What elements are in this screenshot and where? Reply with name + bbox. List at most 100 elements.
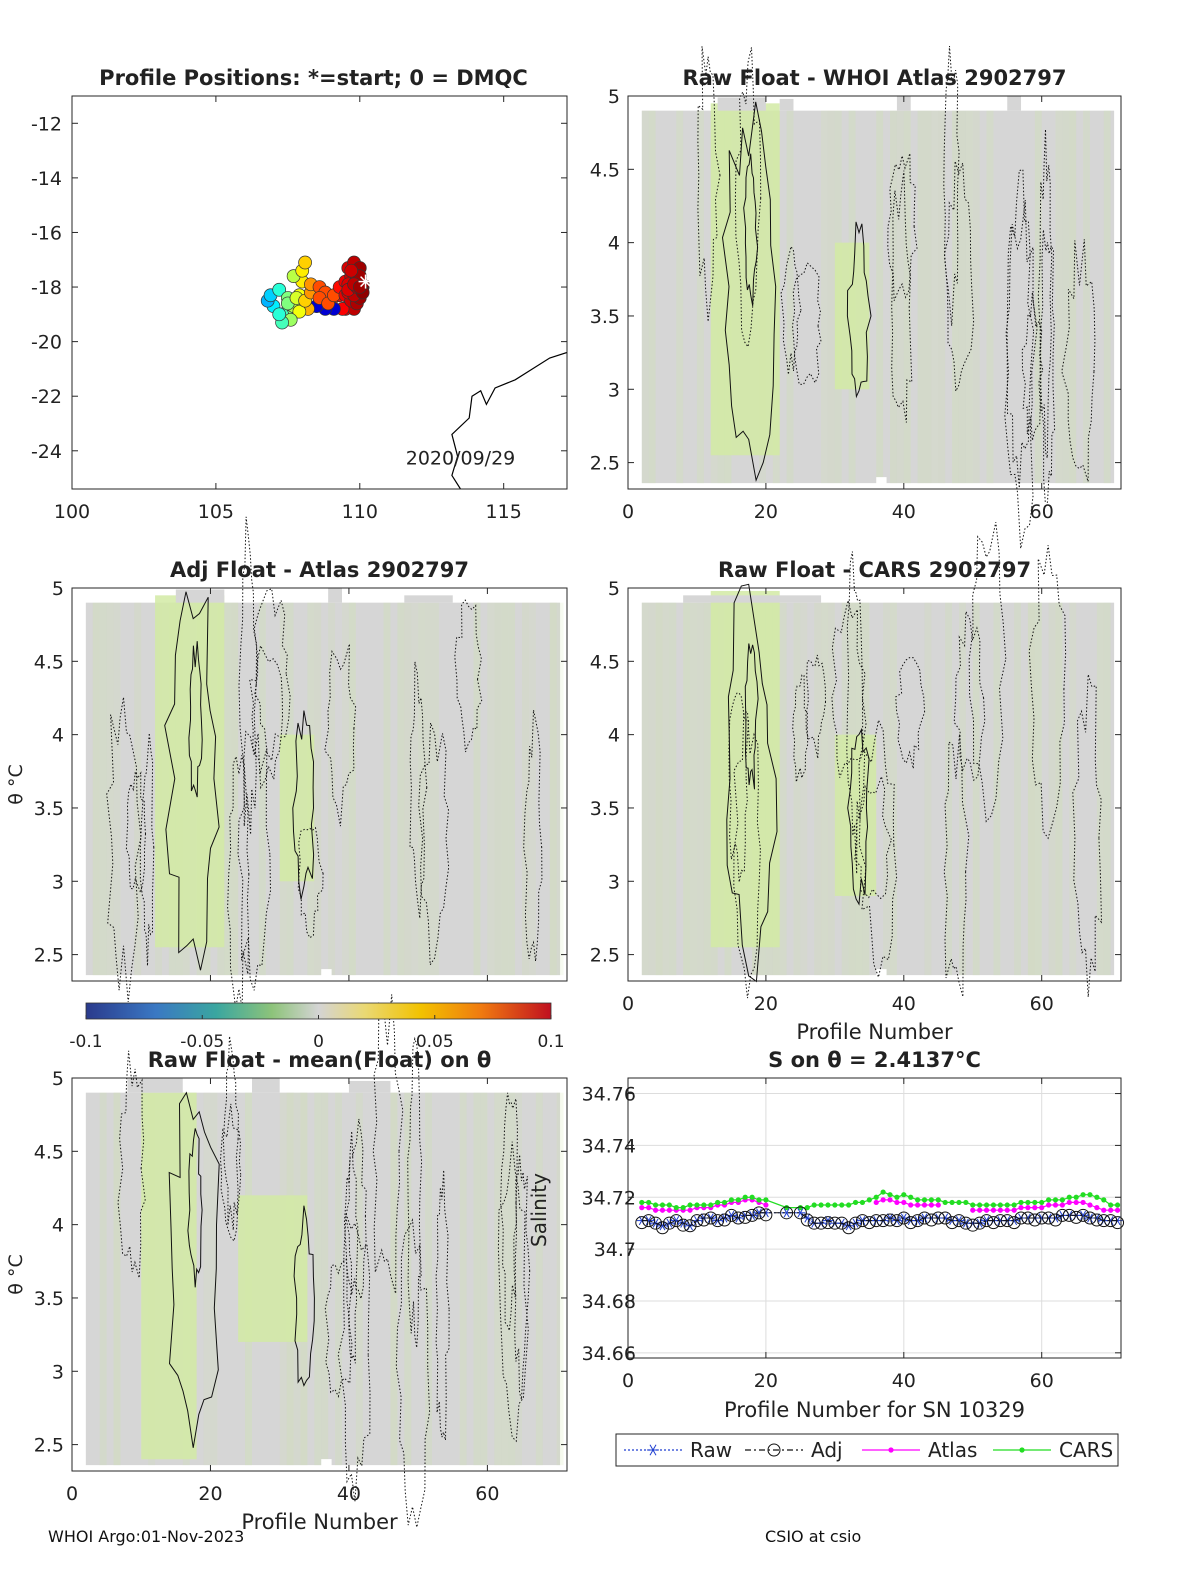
- heatmap-column: [99, 602, 107, 976]
- heatmap-column: [425, 1092, 432, 1466]
- profile-position-point: [344, 263, 359, 278]
- y-tick-label: 34.76: [582, 1084, 636, 1106]
- contour-negative: [1004, 199, 1038, 549]
- point-adj: [835, 1216, 849, 1230]
- heatmap-column: [549, 602, 557, 976]
- y-tick-label: 4: [52, 1215, 64, 1237]
- point-cars: [997, 1202, 1003, 1208]
- point-adj: [676, 1218, 690, 1232]
- point-adj: [642, 1214, 656, 1228]
- adj-atlas-axes: [71, 587, 568, 982]
- point-adj: [897, 1211, 911, 1225]
- heatmap-column: [210, 1092, 218, 1466]
- heatmap-column: [696, 602, 704, 976]
- heatmap-positive-band: [238, 1195, 308, 1342]
- point-cars: [956, 1199, 962, 1206]
- point-raw: [912, 1216, 923, 1226]
- heatmap-column: [231, 602, 239, 976]
- heatmap-column: [528, 602, 536, 976]
- heatmap-column: [800, 602, 808, 976]
- contour-positive: [743, 153, 759, 306]
- heatmap-column: [473, 1092, 481, 1466]
- contour-negative: [418, 722, 450, 967]
- y-tick-label: 4.5: [590, 651, 620, 673]
- x-tick-label: 40: [337, 1483, 361, 1505]
- adj-atlas-ylabel: θ °C: [5, 764, 27, 804]
- y-tick-label: -18: [31, 277, 62, 299]
- heatmap-column: [648, 110, 656, 484]
- point-atlas: [1066, 1199, 1072, 1206]
- point-cars: [866, 1197, 872, 1203]
- heatmap-column: [342, 602, 349, 976]
- point-adj: [973, 1216, 987, 1230]
- heatmap-column: [952, 110, 959, 484]
- heatmap-column: [931, 110, 939, 484]
- heatmap-column: [1069, 602, 1077, 976]
- x-tick-label: 20: [198, 1483, 222, 1505]
- point-adj: [1000, 1214, 1014, 1228]
- heatmap-column: [669, 602, 677, 976]
- x-tick-label: 60: [1030, 993, 1054, 1015]
- colorbar-tick-label: 0.1: [537, 1032, 564, 1052]
- point-atlas: [1004, 1207, 1010, 1213]
- heatmap-column: [786, 110, 794, 484]
- heatmap-column: [903, 110, 911, 484]
- point-cars: [687, 1202, 693, 1208]
- contour-negative: [139, 733, 155, 966]
- point-cars: [811, 1202, 817, 1208]
- y-tick-label: 3: [608, 379, 620, 401]
- point-atlas: [1039, 1205, 1045, 1211]
- point-atlas: [921, 1202, 928, 1208]
- contour-negative: [249, 644, 284, 790]
- y-tick-label: 34.7: [594, 1239, 636, 1261]
- heatmap-column: [113, 602, 121, 976]
- point-adj: [759, 1208, 773, 1222]
- colorbar-tick-label: -0.05: [180, 1032, 224, 1052]
- heatmap-column: [958, 602, 966, 976]
- colorbar-tick-label: 0: [313, 1032, 324, 1052]
- point-cars: [701, 1202, 707, 1208]
- point-adj: [828, 1216, 842, 1230]
- raw-whoi-title: Raw Float - WHOI Atlas 2902797: [682, 66, 1066, 90]
- point-cars: [666, 1202, 672, 1208]
- point-atlas: [901, 1199, 907, 1206]
- contour-negative: [497, 1141, 529, 1443]
- salinity-axes: [627, 1077, 1122, 1359]
- contour-negative: [805, 654, 827, 759]
- point-cars: [1025, 1199, 1031, 1206]
- x-tick-label: 0: [66, 1483, 78, 1505]
- point-atlas: [1087, 1202, 1093, 1208]
- point-adj: [876, 1214, 890, 1228]
- point-adj: [1090, 1213, 1104, 1227]
- contour-positive: [292, 710, 315, 900]
- y-tick-label: 2.5: [590, 453, 620, 475]
- point-adj: [862, 1216, 876, 1230]
- point-cars: [901, 1192, 907, 1198]
- contour-negative: [409, 661, 428, 919]
- contour-negative: [324, 643, 357, 827]
- heatmap-column: [328, 602, 336, 976]
- point-adj: [1014, 1211, 1028, 1225]
- profile-position-point: [298, 255, 312, 270]
- heatmap-top-step: [252, 1078, 280, 1093]
- y-tick-label: -12: [31, 113, 62, 135]
- heatmap-column: [106, 602, 114, 976]
- point-raw: [657, 1221, 668, 1231]
- point-cars: [825, 1202, 831, 1208]
- y-tick-label: -16: [31, 222, 62, 244]
- point-cars: [832, 1202, 838, 1208]
- point-cars: [652, 1202, 659, 1208]
- point-cars: [887, 1192, 893, 1198]
- heatmap-column: [383, 602, 391, 976]
- point-adj: [1083, 1211, 1097, 1225]
- heatmap-column: [425, 602, 432, 976]
- heatmap-column: [314, 1092, 322, 1466]
- raw-cars-heat: [641, 521, 1115, 999]
- point-cars: [708, 1202, 714, 1208]
- point-adj: [869, 1214, 883, 1228]
- point-adj: [842, 1221, 856, 1235]
- point-cars: [783, 1205, 790, 1211]
- point-atlas: [1101, 1207, 1107, 1213]
- heatmap-column: [827, 110, 835, 484]
- heatmap-column: [397, 602, 405, 976]
